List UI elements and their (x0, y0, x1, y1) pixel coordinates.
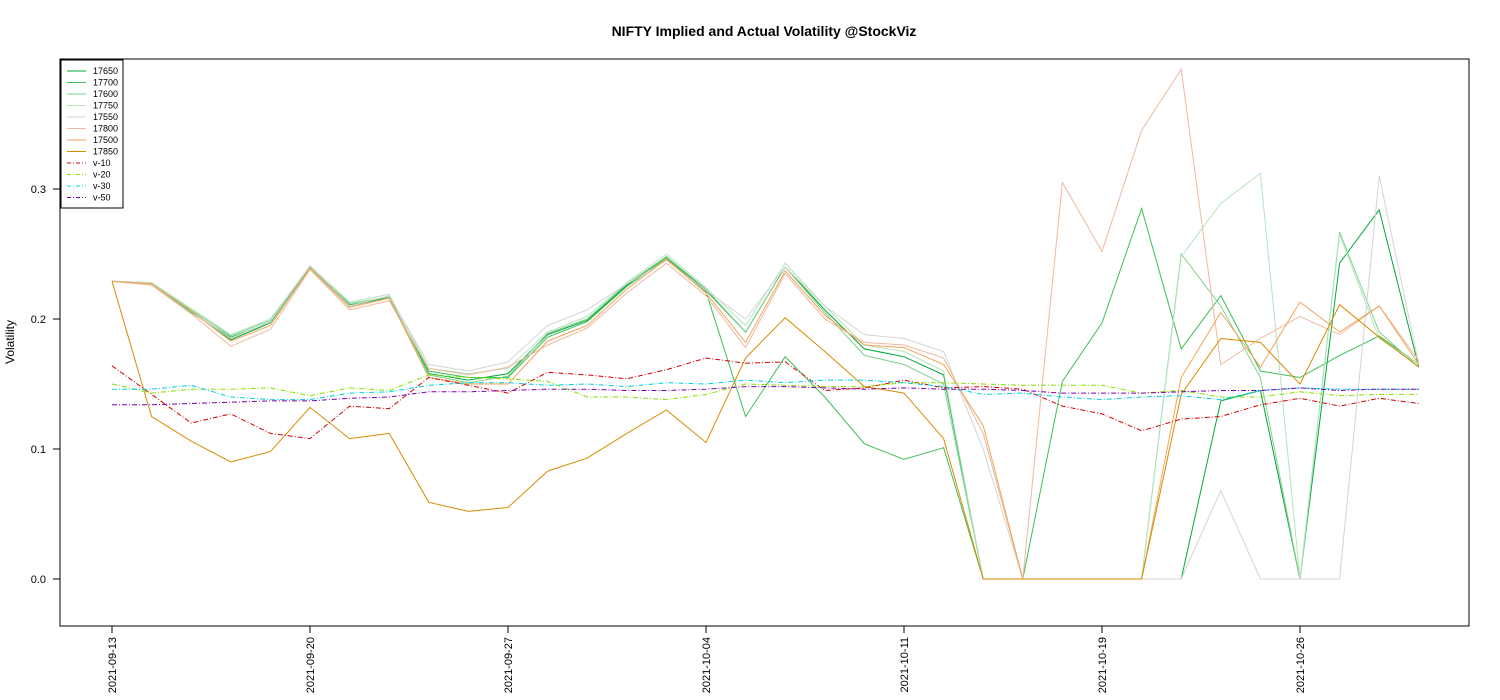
y-tick-label: 0.1 (31, 444, 46, 456)
legend-label: 17650 (93, 66, 118, 76)
series-line-v-30 (112, 379, 1419, 401)
legend-label: 17600 (93, 89, 118, 99)
x-tick-label: 2021-09-13 (107, 637, 119, 693)
legend-label: v-50 (93, 193, 111, 203)
legend-label: 17550 (93, 112, 118, 122)
series-line-v-50 (112, 386, 1419, 406)
x-tick-label: 2021-10-04 (701, 637, 713, 693)
series-layer (111, 67, 1420, 580)
series-line-17800 (111, 67, 1420, 580)
x-tick-label: 2021-10-19 (1097, 637, 1109, 693)
series-line-17500 (111, 258, 1420, 580)
chart-title: NIFTY Implied and Actual Volatility @Sto… (612, 23, 917, 39)
legend-label: 17800 (93, 124, 118, 134)
x-tick-label: 2021-10-11 (899, 637, 911, 692)
legend-label: v-10 (93, 158, 111, 168)
x-tick-label: 2021-09-20 (305, 637, 317, 693)
series-line-v-10 (111, 357, 1419, 440)
series-line-17650 (111, 208, 1420, 580)
series-line-17550 (111, 175, 1420, 580)
legend-label: 17700 (93, 78, 118, 88)
series-line-17750 (111, 172, 1420, 580)
legend-label: v-30 (93, 181, 111, 191)
y-tick-label: 0.0 (31, 574, 46, 586)
x-tick-label: 2021-09-27 (503, 637, 515, 693)
series-line-17700 (111, 206, 1420, 580)
legend-label: 17850 (93, 147, 118, 157)
plot-frame (59, 58, 1470, 627)
series-line-17850 (111, 281, 1420, 580)
legend-box (60, 59, 124, 209)
x-tick-label: 2021-10-26 (1295, 637, 1307, 693)
y-axis: 0.0 0.1 0.2 0.3 (31, 184, 60, 586)
legend-label: 17500 (93, 135, 118, 145)
y-axis-label: Volatility (3, 320, 17, 364)
y-tick-label: 0.2 (31, 314, 46, 326)
x-axis: 2021-09-13 2021-09-20 2021-09-27 2021-10-04… (107, 626, 1307, 693)
y-tick-label: 0.3 (31, 184, 46, 196)
series-line-v-20 (111, 374, 1419, 401)
legend-label: v-20 (93, 170, 111, 180)
legend-label: 17750 (93, 101, 118, 111)
series-line-17600 (111, 231, 1420, 580)
